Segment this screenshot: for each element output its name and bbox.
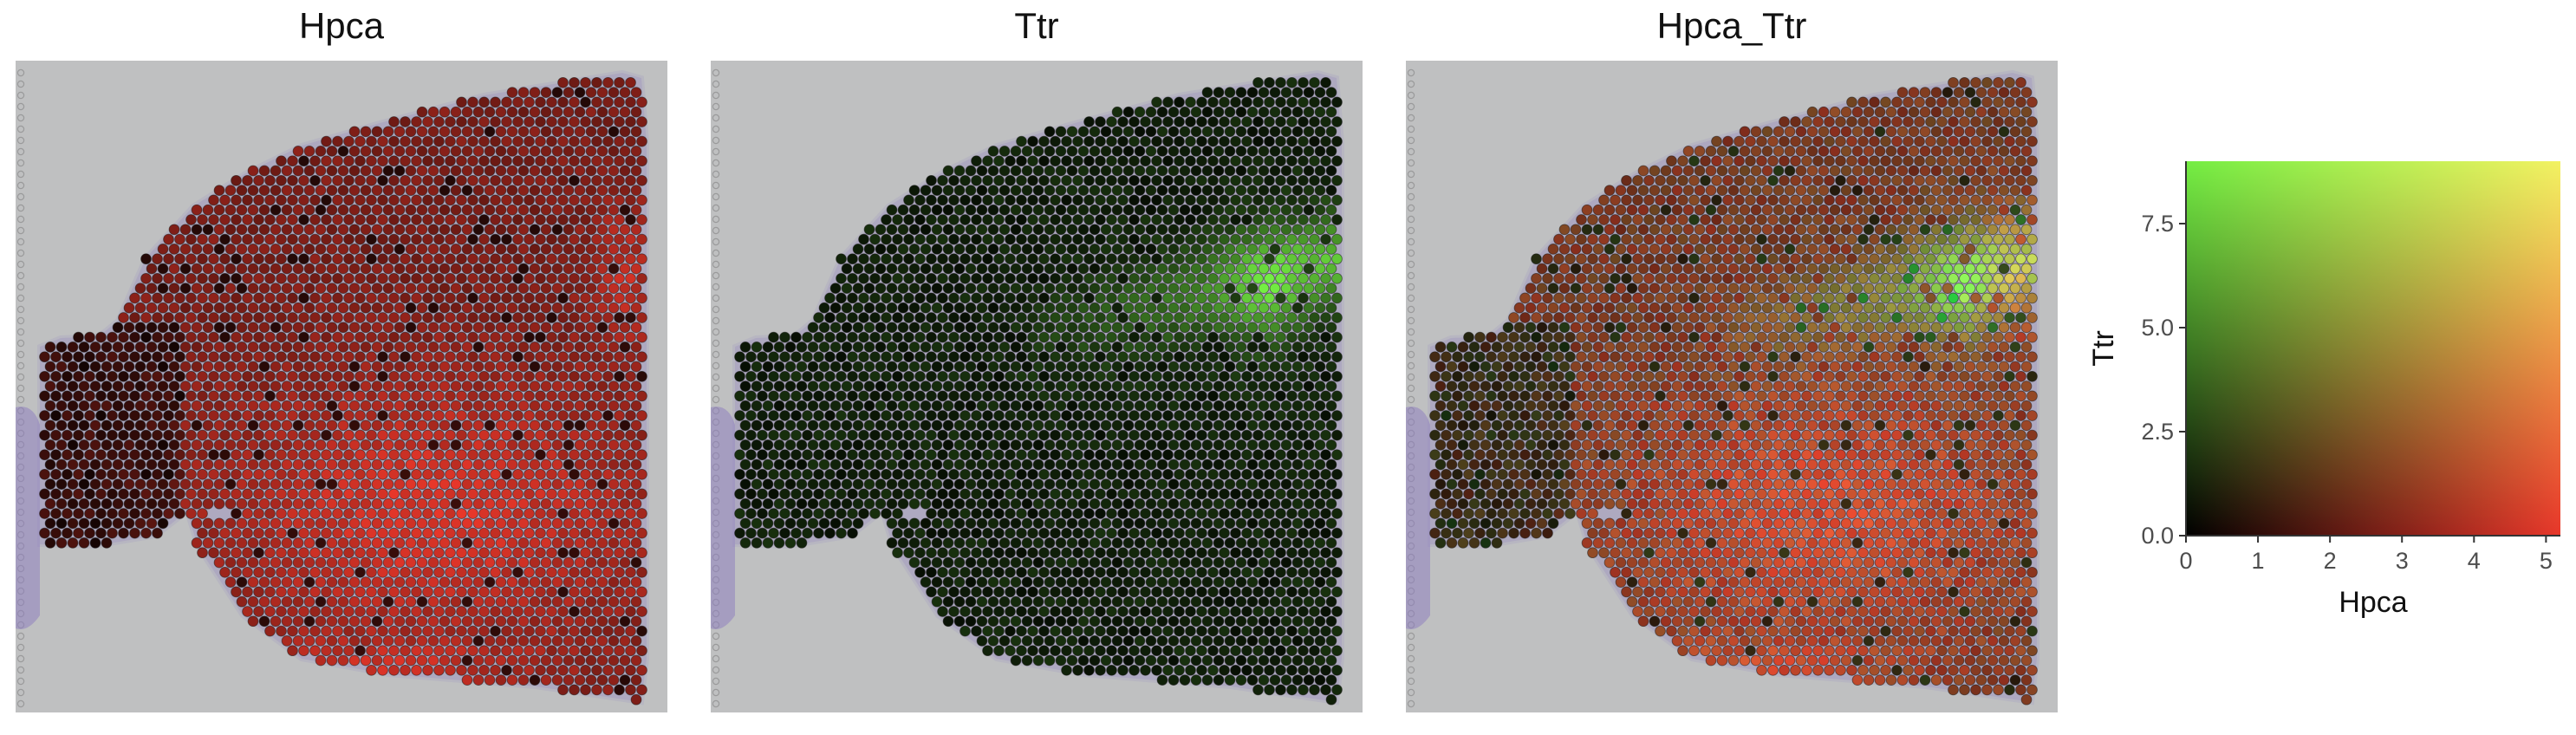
expression-spots [734, 76, 1343, 706]
tissue-stain-edge [16, 407, 40, 629]
panel-title-hpca-ttr: Hpca_Ttr [1656, 5, 1807, 46]
x-tick-label: 0 [2179, 548, 2192, 574]
tissue-panel-hpca-ttr [1406, 61, 2058, 712]
y-tick-label: 5.0 [2141, 315, 2174, 341]
panel-title-ttr: Ttr [1014, 5, 1059, 46]
legend-gradient-y [2186, 161, 2560, 536]
y-tick-label: 2.5 [2141, 419, 2174, 445]
x-tick-label: 1 [2252, 548, 2265, 574]
x-tick-label: 5 [2540, 548, 2553, 574]
bivariate-color-legend: 0 1 2 3 4 5 0.0 2.5 5.0 7.5 Hpca Ttr [2087, 161, 2560, 619]
tissue-panel-ttr [711, 61, 1363, 712]
legend-y-title: Ttr [2087, 330, 2120, 367]
expression-spots [1429, 76, 2038, 706]
x-tick-label: 2 [2324, 548, 2337, 574]
y-tick-label: 0.0 [2141, 523, 2174, 549]
x-tick-label: 3 [2396, 548, 2409, 574]
panel-title-hpca: Hpca [298, 5, 385, 46]
tissue-stain-edge [1406, 407, 1430, 629]
tissue-stain-edge [711, 407, 735, 629]
expression-spots [39, 76, 647, 706]
x-tick-label: 4 [2468, 548, 2481, 574]
legend-x-title: Hpca [2339, 586, 2407, 619]
y-tick-label: 7.5 [2141, 211, 2174, 237]
tissue-panel-hpca [16, 61, 667, 712]
